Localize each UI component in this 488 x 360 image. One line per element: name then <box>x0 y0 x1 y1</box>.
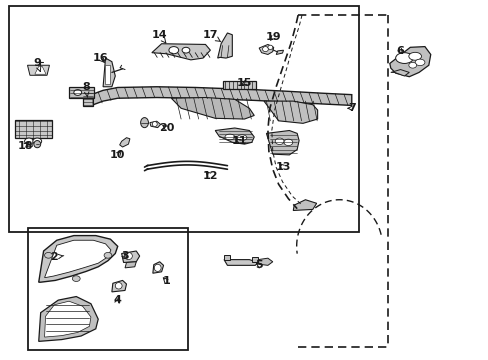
Polygon shape <box>26 144 32 146</box>
Ellipse shape <box>237 135 246 140</box>
Polygon shape <box>93 87 351 105</box>
Polygon shape <box>153 262 163 273</box>
Polygon shape <box>150 121 160 128</box>
Text: 20: 20 <box>159 123 174 133</box>
Polygon shape <box>112 280 126 292</box>
Polygon shape <box>252 257 258 262</box>
Ellipse shape <box>224 134 234 140</box>
Text: 12: 12 <box>202 171 218 181</box>
Ellipse shape <box>168 46 178 54</box>
Text: 13: 13 <box>275 162 290 172</box>
Ellipse shape <box>141 118 148 128</box>
Polygon shape <box>276 50 283 54</box>
Polygon shape <box>215 128 254 144</box>
Text: 17: 17 <box>202 30 221 42</box>
Text: 4: 4 <box>114 295 122 305</box>
Polygon shape <box>44 240 111 278</box>
Ellipse shape <box>44 252 52 258</box>
Bar <box>222 81 255 89</box>
Text: 11: 11 <box>231 136 247 146</box>
Text: 6: 6 <box>396 46 404 56</box>
Polygon shape <box>103 58 115 87</box>
Text: 10: 10 <box>110 150 125 160</box>
Ellipse shape <box>275 138 284 144</box>
Polygon shape <box>152 44 210 60</box>
Ellipse shape <box>408 62 416 68</box>
Polygon shape <box>217 33 232 58</box>
Ellipse shape <box>34 140 41 148</box>
Ellipse shape <box>74 90 81 95</box>
Ellipse shape <box>124 252 132 260</box>
Text: 15: 15 <box>236 78 252 88</box>
Ellipse shape <box>262 46 268 51</box>
Polygon shape <box>44 301 91 337</box>
Polygon shape <box>122 251 140 262</box>
Ellipse shape <box>395 53 412 63</box>
Ellipse shape <box>182 47 189 53</box>
Text: 3: 3 <box>121 251 128 261</box>
Polygon shape <box>390 69 408 76</box>
Bar <box>15 120 52 138</box>
Text: 1: 1 <box>163 276 170 286</box>
Polygon shape <box>120 138 130 147</box>
Bar <box>9 6 358 232</box>
Bar <box>27 228 188 350</box>
Polygon shape <box>69 87 94 98</box>
Ellipse shape <box>24 138 33 144</box>
Polygon shape <box>389 46 430 77</box>
Polygon shape <box>258 258 272 265</box>
Ellipse shape <box>414 59 424 66</box>
Polygon shape <box>266 131 299 155</box>
Text: 14: 14 <box>151 30 166 43</box>
Polygon shape <box>171 98 254 119</box>
Text: 5: 5 <box>255 260 263 270</box>
Polygon shape <box>105 65 110 84</box>
Polygon shape <box>27 65 49 75</box>
Text: 19: 19 <box>265 32 281 41</box>
Text: 18: 18 <box>17 141 33 151</box>
Ellipse shape <box>115 283 122 289</box>
Ellipse shape <box>33 138 41 144</box>
Ellipse shape <box>284 139 292 145</box>
Ellipse shape <box>152 122 157 127</box>
Polygon shape <box>39 297 98 341</box>
Ellipse shape <box>267 45 272 49</box>
Text: 7: 7 <box>347 103 355 113</box>
Polygon shape <box>293 200 316 211</box>
Text: 8: 8 <box>82 82 90 97</box>
Ellipse shape <box>154 264 161 271</box>
Polygon shape <box>125 262 136 268</box>
Text: 9: 9 <box>33 58 41 72</box>
Text: 16: 16 <box>93 53 108 63</box>
Ellipse shape <box>72 276 80 282</box>
Polygon shape <box>259 44 273 54</box>
Bar <box>82 92 93 106</box>
Polygon shape <box>224 260 258 265</box>
Polygon shape <box>224 255 229 260</box>
Ellipse shape <box>408 52 421 60</box>
Polygon shape <box>35 66 46 74</box>
Polygon shape <box>264 101 317 123</box>
Polygon shape <box>39 235 118 282</box>
Ellipse shape <box>104 252 112 258</box>
Text: 2: 2 <box>50 252 63 262</box>
